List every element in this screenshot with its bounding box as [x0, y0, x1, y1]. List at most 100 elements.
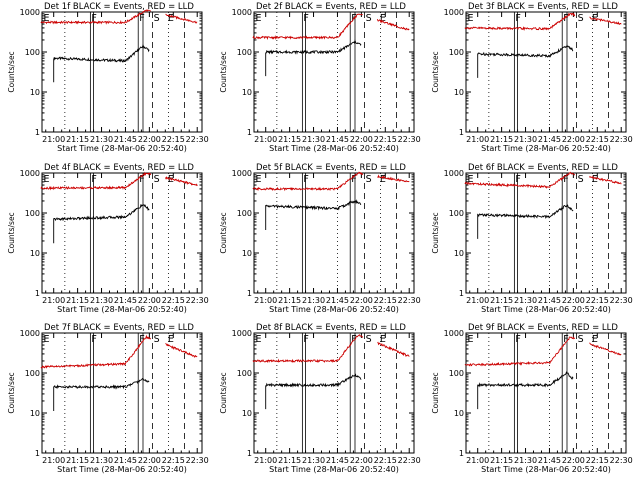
x-tick-label: 22:15	[586, 135, 609, 144]
panel-title: Det 3f BLACK = Events, RED = LLD	[468, 2, 618, 12]
x-tick-label: 21:15	[490, 296, 513, 305]
x-tick-label: 21:30	[302, 456, 325, 465]
series-events-line	[265, 39, 362, 77]
event-marker-label: S	[154, 334, 160, 345]
series-lld-line	[464, 171, 622, 189]
y-tick-label: 1000	[232, 329, 252, 338]
event-marker-label: F	[563, 334, 568, 345]
x-tick-label: 22:30	[610, 135, 633, 144]
event-marker-label: F	[351, 174, 356, 185]
x-tick-label: 21:00	[42, 456, 65, 465]
plot-frame	[465, 11, 627, 133]
event-marker-label: E	[468, 334, 474, 345]
x-axis-label: Start Time (28-Mar-06 20:52:40)	[269, 465, 399, 474]
panel-title: Det 1f BLACK = Events, RED = LLD	[44, 2, 194, 12]
x-tick-label: 22:30	[610, 456, 633, 465]
x-tick-label: 22:00	[138, 296, 161, 305]
event-marker-label: S	[366, 13, 372, 24]
x-tick-label: 21:30	[514, 135, 537, 144]
y-tick-label: 1000	[20, 8, 40, 17]
plot-frame	[465, 332, 627, 454]
plot-frame	[253, 332, 415, 454]
x-tick-label: 21:15	[490, 135, 513, 144]
event-marker-label: E	[44, 174, 50, 185]
x-tick-label: 22:00	[562, 135, 585, 144]
x-tick-label: 22:30	[186, 456, 209, 465]
y-tick-label: 100	[25, 209, 40, 218]
y-tick-label: 1	[35, 449, 40, 458]
y-axis-label: Counts/sec	[7, 372, 16, 413]
x-tick-label: 22:15	[162, 456, 185, 465]
x-tick-label: 21:15	[278, 296, 301, 305]
y-tick-label: 1	[35, 289, 40, 298]
x-tick-label: 22:00	[138, 456, 161, 465]
event-marker-label: F	[303, 13, 308, 24]
y-axis-label: Counts/sec	[431, 51, 440, 92]
x-tick-label: 21:15	[490, 456, 513, 465]
x-tick-label: 22:15	[374, 296, 397, 305]
detector-panel-2: Det 2f BLACK = Events, RED = LLD 1 10 100 10…	[219, 2, 421, 153]
series-events-line	[53, 44, 150, 83]
event-marker-label: E	[44, 13, 50, 24]
plot-frame	[253, 11, 415, 133]
x-tick-label: 22:15	[586, 296, 609, 305]
y-axis-label: Counts/sec	[431, 372, 440, 413]
x-axis-label: Start Time (28-Mar-06 20:52:40)	[481, 465, 611, 474]
x-axis-label: Start Time (28-Mar-06 20:52:40)	[57, 144, 187, 153]
series-lld-line	[40, 334, 198, 369]
plot-frame	[253, 172, 415, 294]
x-tick-label: 21:00	[466, 135, 489, 144]
event-marker-label: S	[366, 174, 372, 185]
x-tick-label: 21:00	[466, 456, 489, 465]
event-marker-label: S	[578, 334, 584, 345]
y-tick-label: 1000	[20, 329, 40, 338]
event-marker-label: S	[154, 174, 160, 185]
y-tick-label: 100	[25, 48, 40, 57]
y-tick-label: 100	[449, 48, 464, 57]
x-tick-label: 22:00	[562, 456, 585, 465]
series-lld-line	[464, 336, 622, 367]
x-tick-label: 22:00	[350, 296, 373, 305]
series-events-line	[265, 373, 362, 410]
panel-title: Det 4f BLACK = Events, RED = LLD	[44, 163, 194, 173]
x-axis-label: Start Time (28-Mar-06 20:52:40)	[269, 144, 399, 153]
y-tick-label: 10	[30, 88, 40, 97]
x-axis-label: Start Time (28-Mar-06 20:52:40)	[269, 305, 399, 314]
x-axis-label: Start Time (28-Mar-06 20:52:40)	[57, 465, 187, 474]
x-axis-label: Start Time (28-Mar-06 20:52:40)	[57, 305, 187, 314]
detector-panel-6: Det 6f BLACK = Events, RED = LLD 1 10 100 10…	[431, 163, 633, 314]
y-tick-label: 1	[459, 289, 464, 298]
x-tick-label: 22:30	[186, 135, 209, 144]
x-tick-label: 21:15	[278, 456, 301, 465]
x-tick-label: 21:00	[466, 296, 489, 305]
x-tick-label: 21:45	[326, 135, 349, 144]
y-tick-label: 1000	[444, 8, 464, 17]
x-tick-label: 22:30	[398, 296, 421, 305]
plot-frame	[41, 172, 203, 294]
x-tick-label: 22:00	[350, 456, 373, 465]
x-tick-label: 21:00	[42, 296, 65, 305]
panel-title: Det 6f BLACK = Events, RED = LLD	[468, 163, 618, 173]
detector-panel-5: Det 5f BLACK = Events, RED = LLD 1 10 100 10…	[219, 163, 421, 314]
event-marker-label: F	[515, 13, 520, 24]
x-tick-label: 21:15	[66, 135, 89, 144]
event-marker-label: F	[139, 13, 144, 24]
event-marker-label: F	[139, 174, 144, 185]
y-tick-label: 10	[242, 409, 252, 418]
panel-title: Det 2f BLACK = Events, RED = LLD	[256, 2, 406, 12]
event-marker-label: S	[366, 334, 372, 345]
event-marker-label: E	[168, 334, 174, 345]
event-marker-label: S	[578, 174, 584, 185]
x-tick-label: 21:45	[326, 456, 349, 465]
event-marker-label: E	[468, 174, 474, 185]
event-marker-label: F	[515, 174, 520, 185]
plot-frame	[41, 332, 203, 454]
x-tick-label: 22:00	[350, 135, 373, 144]
y-tick-label: 1	[247, 289, 252, 298]
series-events-line	[477, 44, 574, 78]
y-axis-label: Counts/sec	[219, 372, 228, 413]
y-axis-label: Counts/sec	[431, 212, 440, 253]
x-tick-label: 22:15	[162, 135, 185, 144]
event-marker-label: E	[592, 174, 598, 185]
